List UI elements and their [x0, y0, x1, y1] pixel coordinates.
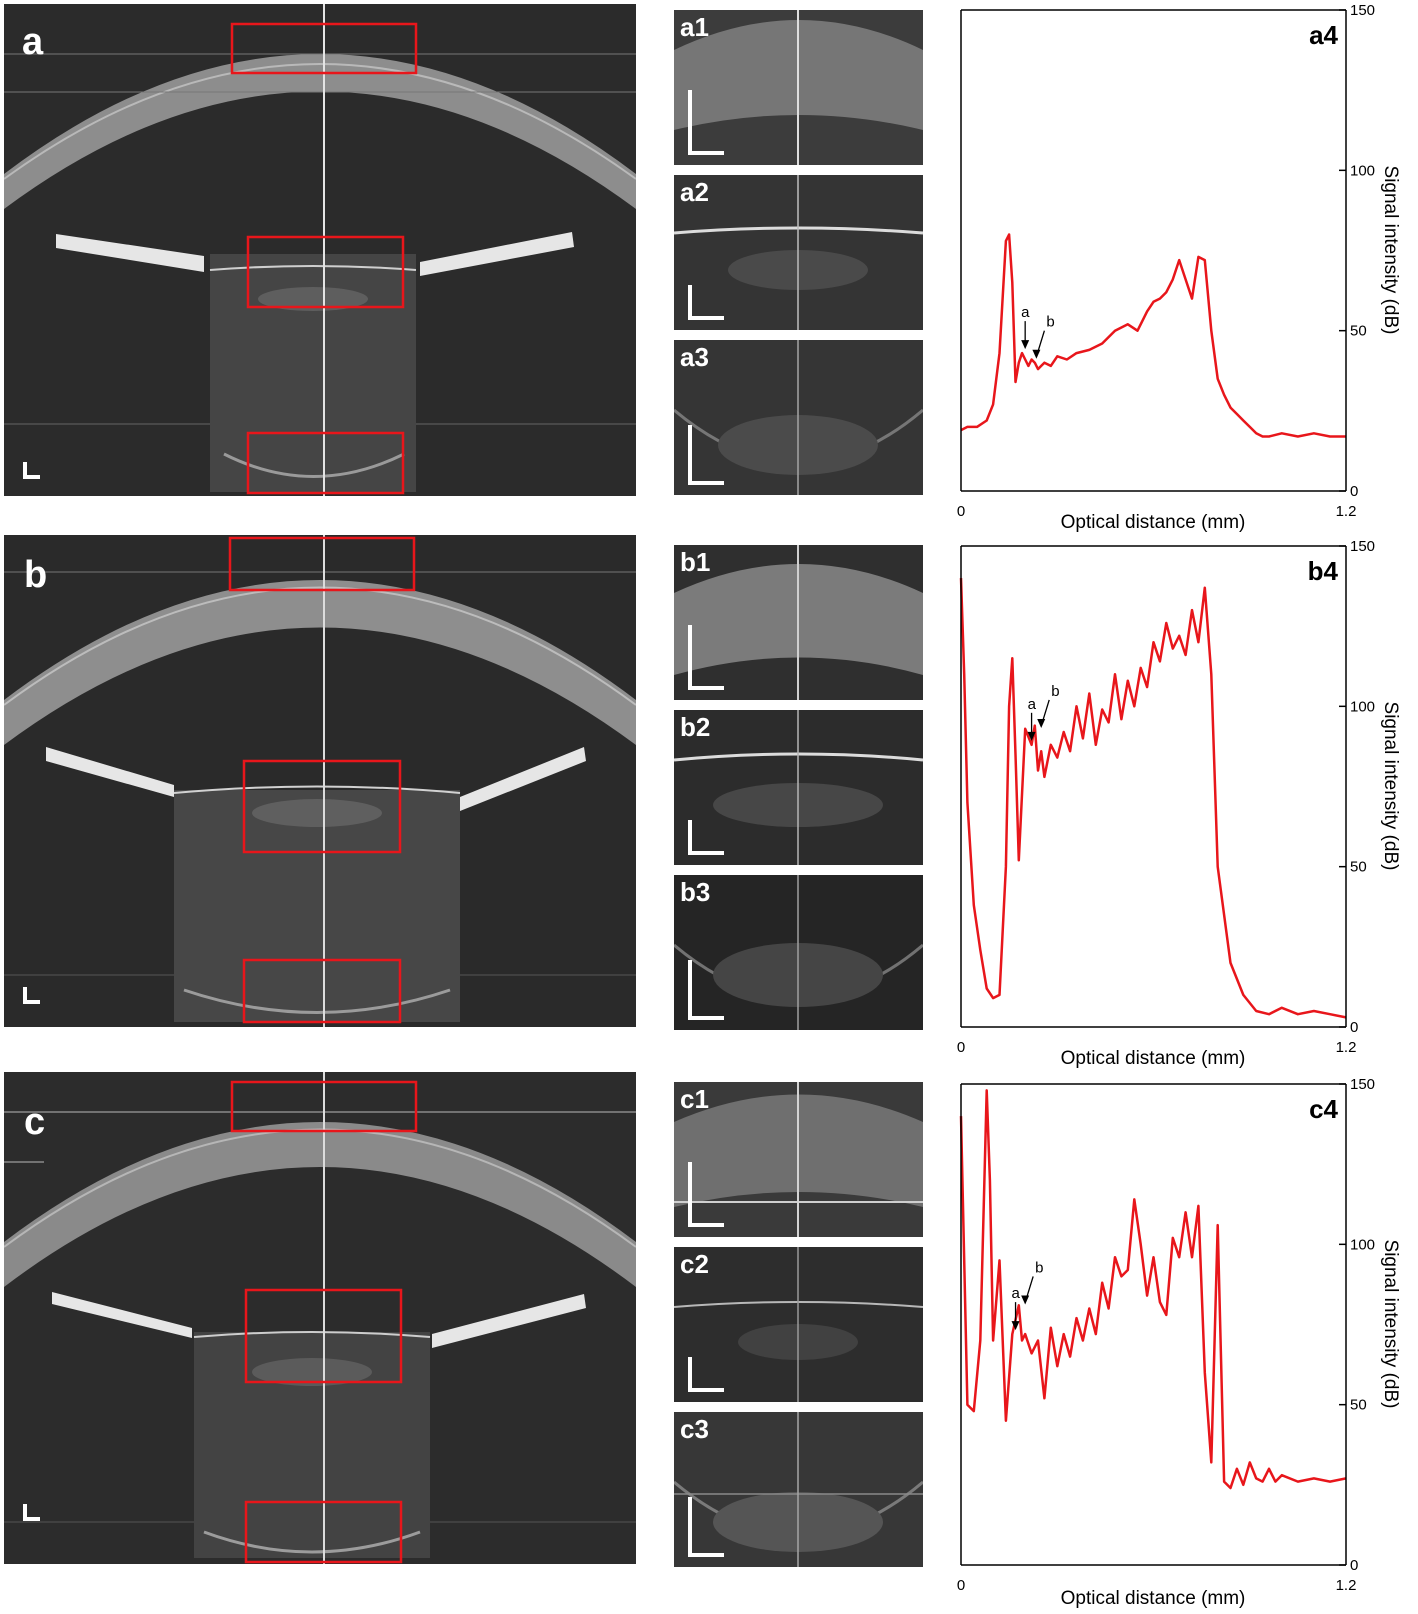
x-axis-label: Optical distance (mm) — [1061, 1048, 1246, 1069]
panel-label-b3: b3 — [680, 877, 710, 907]
panel-label-b2: b2 — [680, 712, 710, 742]
y-tick-label: 50 — [1350, 859, 1367, 876]
y-tick-label: 50 — [1350, 323, 1367, 340]
marker-label-b: b — [1051, 683, 1059, 700]
x-axis-label: Optical distance (mm) — [1061, 1588, 1246, 1609]
x-tick-0: 0 — [957, 1577, 965, 1594]
y-tick-label: 150 — [1350, 1076, 1375, 1093]
x-axis-label: Optical distance (mm) — [1061, 512, 1246, 533]
x-tick-1.2: 1.2 — [1336, 1039, 1357, 1056]
panel-label-c1: c1 — [680, 1084, 709, 1114]
panel-label-a1: a1 — [680, 12, 709, 42]
arrowhead-icon — [1011, 1321, 1020, 1331]
scale-bar-icon — [688, 960, 724, 1020]
scale-bar-icon — [688, 1497, 724, 1557]
y-tick-label: 150 — [1350, 2, 1375, 19]
scale-bar-icon — [688, 1162, 724, 1227]
panel-label-a3: a3 — [680, 342, 709, 372]
y-tick-label: 0 — [1350, 1557, 1358, 1574]
scale-bar-icon — [23, 462, 40, 479]
arrowhead-icon — [1037, 718, 1046, 728]
oct-scan-a: a — [4, 4, 636, 496]
panel-label-c4: c4 — [1309, 1094, 1338, 1124]
y-axis-label: Signal intensity (dB) — [1380, 702, 1401, 871]
y-tick-label: 0 — [1350, 483, 1358, 500]
x-tick-1.2: 1.2 — [1336, 503, 1357, 520]
scale-bar-icon — [23, 987, 40, 1004]
marker-label-b: b — [1035, 1259, 1043, 1276]
thumb-b2: b2 — [674, 710, 923, 865]
scale-bar-icon — [688, 425, 724, 485]
scale-bar-icon — [688, 285, 724, 320]
signal-plot-a4: 0 50 100 150 0 1.2 Optical distance (mm) Si… — [957, 2, 1401, 533]
arrowhead-icon — [1032, 349, 1041, 359]
scale-bar-icon — [688, 625, 724, 690]
panel-label-c3: c3 — [680, 1414, 709, 1444]
thumb-a3: a3 — [674, 340, 923, 495]
y-tick-label: 0 — [1350, 1019, 1358, 1036]
signal-series-line — [960, 233, 1346, 438]
signal-plot-c4: 0 50 100 150 0 1.2 Optical distance (mm) Si… — [957, 1076, 1401, 1609]
marker-label-a: a — [1021, 304, 1030, 321]
thumb-c2: c2 — [674, 1247, 923, 1402]
thumb-b3: b3 — [674, 875, 923, 1030]
panel-label-a: a — [22, 21, 44, 63]
y-axis-label: Signal intensity (dB) — [1380, 1240, 1401, 1409]
signal-plot-b4: 0 50 100 150 0 1.2 Optical distance (mm) Si… — [957, 538, 1401, 1069]
panel-label-b1: b1 — [680, 547, 710, 577]
y-tick-label: 100 — [1350, 698, 1375, 715]
marker-label-a: a — [1012, 1285, 1021, 1302]
thumb-a1: a1 — [674, 10, 923, 165]
thumb-a2: a2 — [674, 175, 923, 330]
scale-bar-icon — [688, 820, 724, 855]
arrowhead-icon — [1027, 731, 1036, 741]
oct-scan-b: b — [4, 535, 636, 1027]
arrowhead-icon — [1021, 1295, 1030, 1305]
panel-label-b4: b4 — [1308, 556, 1339, 586]
y-tick-label: 150 — [1350, 538, 1375, 555]
x-tick-0: 0 — [957, 503, 965, 520]
thumb-c3: c3 — [674, 1412, 923, 1567]
marker-label-b: b — [1046, 314, 1054, 331]
panel-label-c2: c2 — [680, 1249, 709, 1279]
y-tick-label: 100 — [1350, 1236, 1375, 1253]
scale-bar-icon — [688, 90, 724, 155]
thumb-b1: b1 — [674, 545, 923, 700]
scale-bar-icon — [23, 1504, 40, 1521]
panel-label-a4: a4 — [1309, 20, 1338, 50]
signal-series-line — [959, 578, 1347, 1019]
y-tick-label: 50 — [1350, 1397, 1367, 1414]
scale-bar-icon — [688, 1357, 724, 1392]
panel-label-b: b — [24, 554, 47, 596]
y-tick-label: 100 — [1350, 162, 1375, 179]
arrowhead-icon — [1021, 340, 1030, 350]
marker-label-a: a — [1028, 696, 1037, 713]
panel-label-a2: a2 — [680, 177, 709, 207]
x-tick-0: 0 — [957, 1039, 965, 1056]
x-tick-1.2: 1.2 — [1336, 1577, 1357, 1594]
y-axis-label: Signal intensity (dB) — [1380, 166, 1401, 335]
thumb-c1: c1 — [674, 1082, 923, 1237]
oct-scan-c: c — [4, 1072, 636, 1564]
panel-label-c: c — [24, 1101, 45, 1143]
